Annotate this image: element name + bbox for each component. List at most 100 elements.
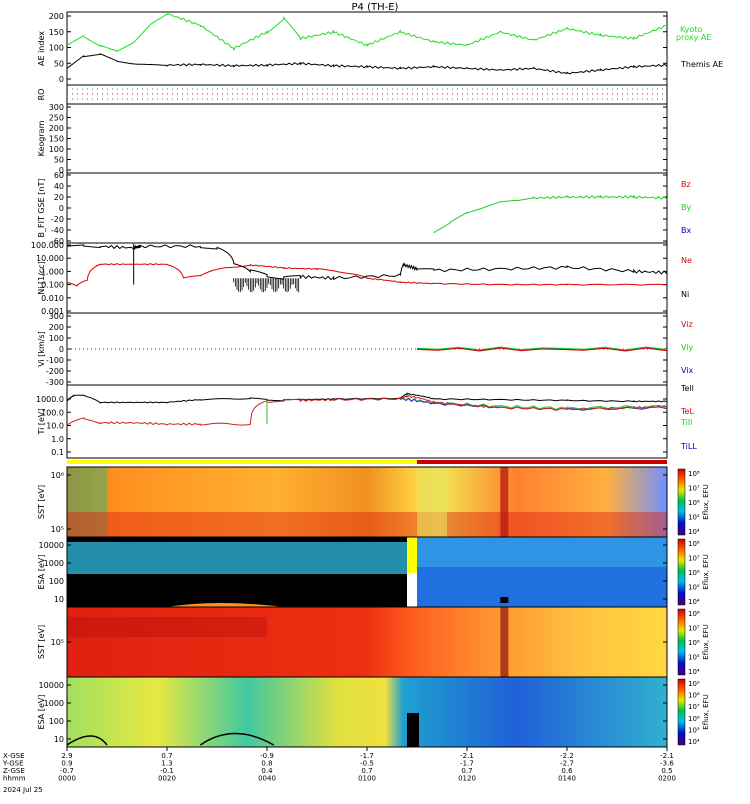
status-bar-red xyxy=(417,460,667,464)
xaxis-tick-label: 0.7 xyxy=(361,767,372,775)
esa-ion-ylabel: ESA [eV] xyxy=(37,555,46,590)
esa-ion-tick-label: 100 xyxy=(49,577,64,586)
legend-vix: Vix xyxy=(681,366,694,375)
esa-elec-colorbar xyxy=(677,678,686,746)
kyoto-ae-line xyxy=(66,13,668,53)
sst-elec-colorbar-tick: 10⁷ xyxy=(688,625,700,633)
esa-elec-tick-label: 100 xyxy=(49,717,64,726)
bfit-tick-label: 20 xyxy=(54,193,64,202)
xaxis-tick-label: -0.7 xyxy=(60,767,74,775)
keogram-panel-frame xyxy=(66,103,668,174)
status-bar-yellow xyxy=(67,460,417,464)
esa-ion-tick-label: 10000 xyxy=(39,541,64,550)
temperature-tick-label: 1.0 xyxy=(51,435,64,444)
xaxis-tick-label: 0140 xyxy=(558,775,576,783)
xaxis-tick-label: -1.7 xyxy=(460,760,474,768)
legend-till-perp: TiLL xyxy=(680,442,697,451)
keogram-tick-label: 100 xyxy=(49,145,64,154)
esa-elec-ylabel: ESA [eV] xyxy=(37,695,46,730)
themis-ae-line xyxy=(66,53,668,75)
xaxis-tick-label: 0000 xyxy=(58,775,76,783)
legend-tell: Tell xyxy=(680,384,694,393)
velocity-tick-label: 200 xyxy=(49,323,64,332)
esa-ion-colorbar-label: Eflux, EFU xyxy=(702,554,710,589)
sst-ion-tick-label: 10⁵ xyxy=(51,525,64,534)
ae-tick-label: 150 xyxy=(49,28,64,37)
density-tick-label: 100.000 xyxy=(31,241,64,250)
density-tick-label: 10.000 xyxy=(36,254,64,263)
legend-ne: Ne xyxy=(681,256,692,265)
esa-ion-orange-hump xyxy=(167,603,284,607)
sst-ion-colorbar-tick: 10⁷ xyxy=(688,485,700,493)
esa-elec-colorbar-tick: 10⁸ xyxy=(688,692,700,700)
density-tick-label: 1.000 xyxy=(41,267,64,276)
esa-ion-light-band xyxy=(417,537,667,567)
bfit-ylabel: B_FIT GSE [nT] xyxy=(37,179,46,238)
legend-bx: Bx xyxy=(681,226,691,235)
esa-ion-colorbar-tick: 10⁶ xyxy=(688,569,700,577)
legend-bz: Bz xyxy=(681,180,691,189)
keogram-tick-label: 200 xyxy=(49,124,64,133)
xaxis-tick-label: 0.4 xyxy=(261,767,273,775)
density-ylabel: Ni [1/cc] xyxy=(37,261,46,295)
keogram-tick-label: 300 xyxy=(49,103,64,112)
sst-ion-colorbar-tick: 10⁶ xyxy=(688,499,700,507)
velocity-tick-label: -100 xyxy=(46,356,64,365)
esa-ion-colorbar-tick: 10⁵ xyxy=(688,584,700,592)
esa-elec-colorbar-tick: 10⁵ xyxy=(688,726,700,734)
density-tick-label: 0.001 xyxy=(41,307,64,316)
xaxis-tick-label: 0.7 xyxy=(161,752,172,760)
ae-ylabel: AE index xyxy=(37,31,46,66)
xaxis-row-label: Z-GSE xyxy=(3,767,25,775)
bfit-panel-frame xyxy=(66,172,668,244)
xaxis-tick-label: -3.6 xyxy=(660,760,674,768)
esa-ion-colorbar-tick: 10⁸ xyxy=(688,540,700,548)
ne-line xyxy=(66,263,668,287)
esa-ion-yellow-block xyxy=(407,537,419,573)
sst-ion-colorbar-tick: 10⁵ xyxy=(688,514,700,522)
sst-elec-colorbar xyxy=(677,608,686,676)
bfit-tick-label: 0 xyxy=(59,204,64,213)
xaxis-tick-label: 0100 xyxy=(358,775,376,783)
xaxis-row-label: X-GSE xyxy=(3,752,25,760)
chart-title: P4 (TH-E) xyxy=(352,2,399,13)
xaxis-tick-label: 0200 xyxy=(658,775,676,783)
xaxis-tick-label: 0.8 xyxy=(261,760,272,768)
velocity-tick-label: 100 xyxy=(49,334,64,343)
esa-ion-tick-label: 1000 xyxy=(44,559,64,568)
esa-ion-cyan-band xyxy=(67,542,407,574)
sst-ion-ylabel: SST [eV] xyxy=(37,485,46,519)
keogram-tick-label: 0 xyxy=(59,166,64,175)
keogram-tick-label: 150 xyxy=(49,135,64,144)
sst-ion-green-patch xyxy=(67,467,107,537)
xaxis-tick-label: 0120 xyxy=(458,775,476,783)
velocity-tick-label: 0 xyxy=(59,345,64,354)
bfit-tick-label: -20 xyxy=(51,215,64,224)
xaxis-row-label: hhmm xyxy=(3,775,26,783)
xaxis-tick-label: -0.9 xyxy=(260,752,274,760)
ae-tick-label: 50 xyxy=(54,59,64,68)
bfit-tick-label: -40 xyxy=(51,226,64,235)
xaxis-tick-label: 0.5 xyxy=(661,767,672,775)
esa-ion-tick-label: 10 xyxy=(54,595,64,604)
xaxis-tick-label: 0040 xyxy=(258,775,276,783)
bfit-tick-label: 60 xyxy=(54,171,64,180)
xaxis-tick-label: -2.1 xyxy=(660,752,674,760)
sst-ion-transition xyxy=(417,467,447,537)
esa-elec-tick-label: 1000 xyxy=(44,699,64,708)
esa-elec-colorbar-label: Eflux, EFU xyxy=(702,694,710,729)
sst-ion-colorbar-tick: 10⁸ xyxy=(688,470,700,478)
temperature-ylabel: Ti [eV] xyxy=(37,408,46,435)
bfit-tick-label: -60 xyxy=(51,237,64,246)
esa-elec-colorbar-tick: 10⁶ xyxy=(688,715,700,723)
sst-elec-colorbar-tick: 10⁶ xyxy=(688,639,700,647)
sst-ion-spectrogram xyxy=(67,467,667,537)
xaxis-tick-label: 2.9 xyxy=(61,752,72,760)
keogram-tick-label: 250 xyxy=(49,114,64,123)
velocity-tick-label: -300 xyxy=(46,378,64,387)
bfit-tick-label: 40 xyxy=(54,182,64,191)
legend-viz: Viz xyxy=(681,320,693,329)
sst-ion-colorbar xyxy=(677,468,686,536)
sst-elec-colorbar-tick: 10⁴ xyxy=(688,668,700,676)
